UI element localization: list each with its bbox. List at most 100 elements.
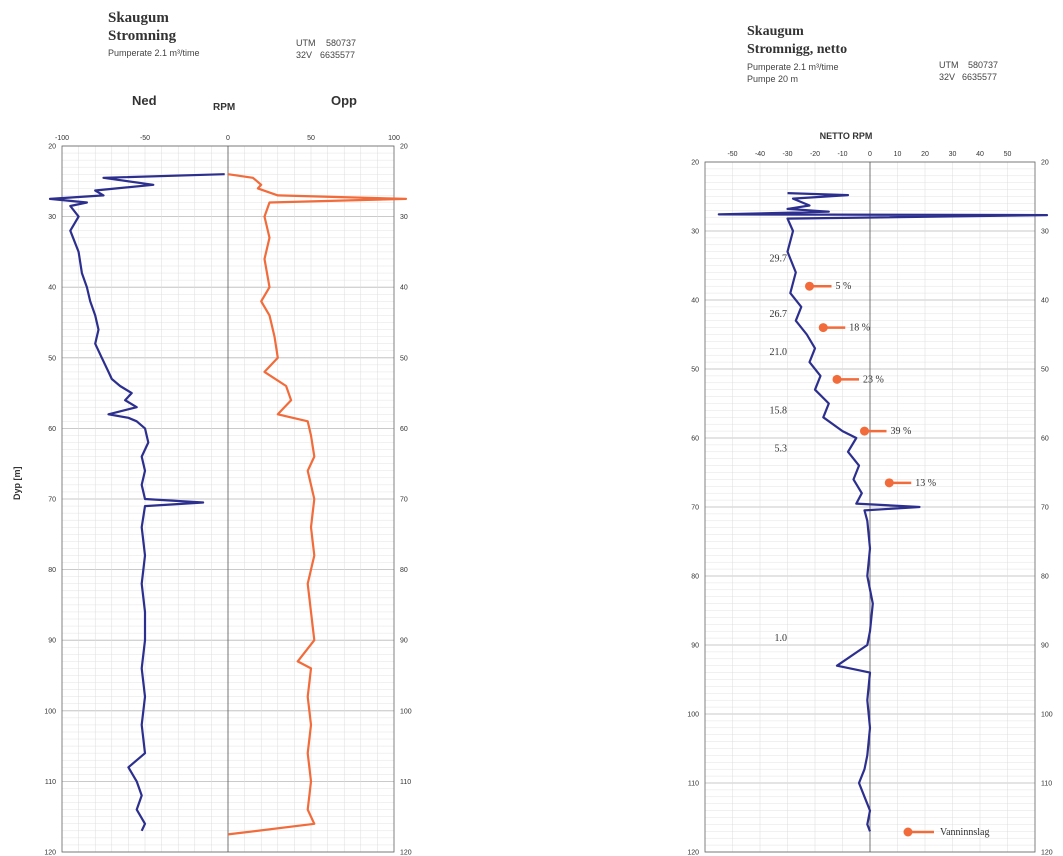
right-ytick-label-left: 70 — [691, 505, 699, 512]
left-head-rpm: RPM — [213, 102, 235, 113]
left-ytick-label-left: 20 — [48, 144, 56, 151]
left-subtitle: Pumperate 2.1 m³/time — [108, 48, 200, 58]
right-ytick-label-left: 40 — [691, 298, 699, 305]
right-inflow-percent-label: 39 % — [891, 426, 912, 437]
right-ytick-label-left: 50 — [691, 367, 699, 374]
left-ytick-label-left: 50 — [48, 355, 56, 362]
right-xtick-label: 30 — [949, 151, 957, 158]
left-xtick-label: 100 — [388, 135, 400, 142]
left-ytick-label-right: 30 — [400, 214, 408, 221]
right-subtitle-2: Pumpe 20 m — [747, 74, 799, 84]
right-ytick-label-left: 30 — [691, 229, 699, 236]
right-tick-labels: -50 -40 -30 -20 -10 0 10 20 30 40 50 20 20 30 30 40 40 50… — [687, 151, 1052, 856]
right-flow-value-label: 26.7 — [770, 309, 788, 320]
left-title-line2: Stromning — [108, 28, 177, 44]
right-legend-label: Vanninnslag — [940, 827, 989, 838]
right-xtick-label: -30 — [782, 151, 792, 158]
left-ytick-label-right: 110 — [400, 779, 411, 786]
left-utm-east: 580737 — [326, 38, 357, 48]
right-ytick-label-left: 60 — [691, 436, 699, 443]
left-ytick-label-right: 50 — [400, 355, 408, 362]
left-head-opp: Opp — [331, 93, 357, 108]
right-ytick-label-left: 20 — [691, 160, 699, 167]
left-ytick-label-right: 70 — [400, 497, 408, 504]
right-legend-swatch-head — [903, 827, 913, 837]
right-utm-east: 580737 — [968, 60, 999, 70]
left-utm-label: UTM — [296, 38, 316, 48]
right-inflow-percent-label: 13 % — [915, 478, 936, 489]
right-utm-label: UTM — [939, 60, 959, 70]
right-inflow-arrow-head — [805, 281, 814, 291]
left-zone: 32V — [296, 50, 313, 60]
right-xtick-label: -20 — [810, 151, 820, 158]
right-inflow-arrow-head — [884, 478, 894, 488]
right-ytick-label-right: 90 — [1041, 643, 1049, 650]
left-ytick-label-right: 20 — [400, 144, 408, 151]
right-title-line2: Stromnigg, netto — [747, 42, 848, 57]
left-ytick-label-right: 90 — [400, 638, 408, 645]
left-ytick-label-right: 40 — [400, 285, 408, 292]
right-inflow-percent-label: 5 % — [836, 281, 852, 292]
right-inflow-arrow-head — [860, 426, 869, 436]
right-utm-north: 6635577 — [962, 72, 998, 82]
right-ytick-label-right: 110 — [1041, 781, 1052, 788]
left-ytick-label-right: 120 — [400, 850, 412, 856]
right-inflow-arrow-head — [832, 374, 842, 384]
left-series-opp — [227, 173, 408, 836]
right-chart: NETTO RPM -50 -40 -30 -20 -10 0 10 20 30 40 50 20 20… — [687, 131, 1052, 856]
right-ytick-label-right: 50 — [1041, 367, 1049, 374]
right-inflow-percent-label: 23 % — [863, 374, 884, 385]
right-flow-value-label: 5.3 — [775, 443, 788, 454]
right-xtick-label: 50 — [1004, 151, 1012, 158]
right-series — [717, 192, 1049, 832]
left-ytick-label-left: 30 — [48, 214, 56, 221]
right-annotations: 29.7 26.7 21.0 15.8 5.3 1.0 5 % 18 % 23 % 39 % 13 … — [770, 254, 990, 838]
right-subtitle-1: Pumperate 2.1 m³/time — [747, 62, 839, 72]
left-series — [48, 173, 408, 836]
left-ytick-label-left: 90 — [48, 638, 56, 645]
left-ytick-label-left: 80 — [48, 567, 56, 574]
right-xtick-label: 0 — [868, 151, 872, 158]
right-title-line1: Skaugum — [747, 24, 804, 39]
right-ytick-label-left: 90 — [691, 643, 699, 650]
right-ytick-label-left: 120 — [687, 850, 699, 856]
right-xtick-label: -10 — [837, 151, 847, 158]
left-ytick-label-left: 110 — [45, 779, 56, 786]
right-ytick-label-left: 110 — [688, 781, 699, 788]
left-title-line1: Skaugum — [108, 10, 169, 26]
right-xtick-label: 10 — [894, 151, 902, 158]
right-flow-value-label: 1.0 — [775, 633, 788, 644]
left-ytick-label-left: 60 — [48, 426, 56, 433]
left-xtick-label: 50 — [307, 135, 315, 142]
left-head-ned: Ned — [132, 93, 157, 108]
right-ytick-label-right: 100 — [1041, 712, 1053, 719]
right-ytick-label-right: 70 — [1041, 505, 1049, 512]
right-xtick-label: 20 — [921, 151, 929, 158]
right-panel: Skaugum Stromnigg, netto Pumperate 2.1 m… — [660, 0, 1063, 856]
left-utm-north: 6635577 — [320, 50, 356, 60]
left-series-ned — [48, 173, 225, 832]
left-panel: Skaugum Stromning Pumperate 2.1 m³/time … — [0, 0, 440, 856]
left-grid — [61, 145, 395, 853]
left-xtick-label: 0 — [226, 135, 230, 142]
left-ytick-label-right: 100 — [400, 708, 412, 715]
left-ytick-label-right: 80 — [400, 567, 408, 574]
right-ytick-label-right: 80 — [1041, 574, 1049, 581]
right-inflow-percent-label: 18 % — [849, 323, 870, 334]
left-ytick-label-left: 120 — [44, 850, 56, 856]
right-ytick-label-right: 120 — [1041, 850, 1053, 856]
right-xtick-label: 40 — [976, 151, 984, 158]
right-flow-value-label: 21.0 — [770, 347, 788, 358]
left-xtick-label: -50 — [140, 135, 150, 142]
left-ytick-label-right: 60 — [400, 426, 408, 433]
right-ytick-label-right: 30 — [1041, 229, 1049, 236]
right-ytick-label-right: 40 — [1041, 298, 1049, 305]
right-ytick-label-left: 100 — [687, 712, 699, 719]
right-inflow-arrow-head — [818, 323, 828, 333]
right-flow-value-label: 29.7 — [770, 254, 788, 265]
right-head: NETTO RPM — [820, 131, 873, 141]
right-flow-value-label: 15.8 — [770, 405, 788, 416]
left-ytick-label-left: 40 — [48, 285, 56, 292]
left-ylabel: Dyp [m] — [12, 466, 22, 500]
